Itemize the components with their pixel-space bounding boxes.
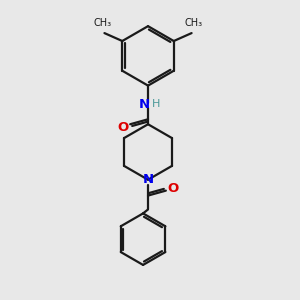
Text: O: O (167, 182, 178, 195)
Text: N: N (139, 98, 150, 111)
Text: CH₃: CH₃ (93, 18, 112, 28)
Text: O: O (118, 121, 129, 134)
Text: N: N (142, 173, 154, 186)
Text: CH₃: CH₃ (184, 18, 202, 28)
Text: H: H (152, 99, 160, 110)
